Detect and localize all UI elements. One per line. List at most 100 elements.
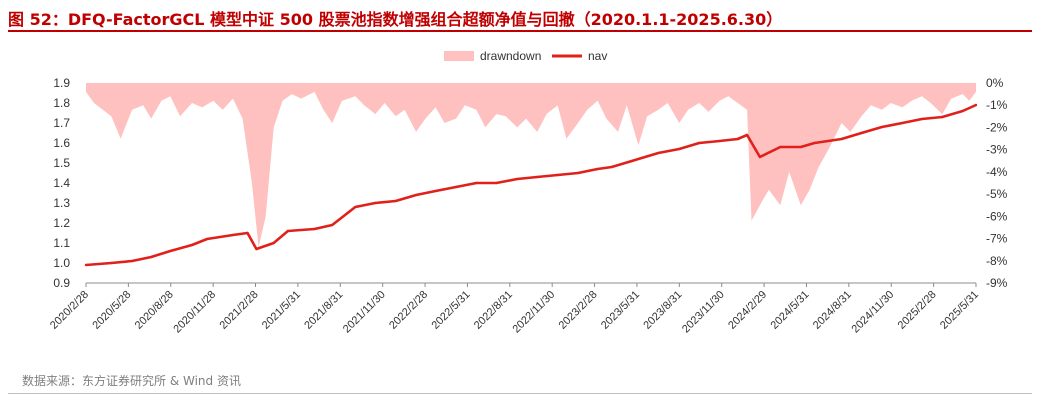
nav-line [86,105,976,265]
y-right-tick-label: -4% [986,165,1008,179]
y-right-tick-label: -8% [986,254,1008,268]
nav-point [737,138,739,140]
nav-point [131,260,133,262]
x-tick-label: 2022/2/28 [387,289,430,332]
nav-point [759,156,761,158]
y-left-tick-label: 0.9 [53,276,70,290]
y-right-tick-label: 0% [986,76,1004,90]
nav-point [191,244,193,246]
x-tick-label: 2023/2/28 [557,289,600,332]
x-tick-label: 2024/11/30 [850,289,897,336]
y-right-tick-label: -1% [986,98,1008,112]
nav-point [962,110,964,112]
y-left-tick-label: 1.4 [53,176,70,190]
nav-point [150,256,152,258]
x-tick-label: 2023/5/31 [599,289,642,332]
nav-point [354,206,356,208]
nav-point [678,148,680,150]
nav-point [800,146,802,148]
legend-label-drawndown: drawndown [480,49,541,63]
x-tick-label: 2021/8/31 [302,289,345,332]
nav-point [577,172,579,174]
x-tick-label: 2021/11/30 [341,289,388,336]
nav-point [169,250,171,252]
x-tick-label: 2020/5/28 [90,289,133,332]
legend-label-nav: nav [588,49,607,63]
y-left-tick-label: 1.7 [53,116,70,130]
bottom-rule [8,393,1032,394]
nav-point [475,182,477,184]
y-right-tick-label: -7% [986,232,1008,246]
x-tick-label: 2020/11/28 [171,289,218,336]
x-tick-label: 2022/5/31 [429,289,472,332]
plot-area: 0.9 1.0 1.1 1.2 1.3 1.4 1.5 1.6 1.7 1.8 1.9 0% -1% -2… [48,76,1008,335]
y-left-tick-label: 1.0 [53,256,70,270]
y-left-tick-label: 1.5 [53,156,70,170]
nav-point [536,176,538,178]
legend-swatch-drawndown [444,51,474,61]
nav-point [313,228,315,230]
x-tick-label: 2025/2/28 [896,289,939,332]
nav-point [779,146,781,148]
nav-point [860,132,862,134]
nav-point [516,178,518,180]
x-tick-label: 2020/2/28 [48,289,91,332]
nav-point [596,168,598,170]
nav-point [415,194,417,196]
nav-point [698,142,700,144]
x-tick-label: 2025/5/31 [938,289,981,332]
y-right-tick-label: -5% [986,187,1008,201]
nav-point [657,152,659,154]
x-tick-label: 2024/8/31 [811,289,854,332]
x-tick-label: 2022/8/31 [472,289,515,332]
nav-point [718,140,720,142]
y-left-tick-label: 1.6 [53,136,70,150]
source-note: 数据来源：东方证券研究所 & Wind 资讯 [22,372,241,389]
x-tick-label: 2023/8/31 [641,289,684,332]
nav-point [611,166,613,168]
nav-point [85,264,87,266]
nav-point [110,262,112,264]
nav-point [495,182,497,184]
y-left-tick-label: 1.3 [53,196,70,210]
nav-point [975,104,977,106]
nav-point [374,202,376,204]
y-left-tick-label: 1.9 [53,76,70,90]
y-right-tick-label: -2% [986,120,1008,134]
figure-title: 图 52：DFQ-FactorGCL 模型中证 500 股票池指数增强组合超额净… [8,6,782,30]
x-tick-label: 2022/11/30 [510,289,557,336]
x-tick-label: 2021/5/31 [260,289,303,332]
nav-point [331,224,333,226]
title-rule [8,30,1032,32]
nav-point [246,232,248,234]
nav-point [395,200,397,202]
nav-point [232,234,234,236]
chart: drawndown nav 0.9 1.0 1.1 1.2 1.3 1.4 1.5 1.6 1.7… [0,34,1040,364]
y-left-tick-label: 1.2 [53,216,70,230]
nav-point [813,142,815,144]
y-right-tick-label: -6% [986,209,1008,223]
nav-point [881,126,883,128]
y-left-tick-label: 1.1 [53,236,70,250]
x-tick-label: 2024/2/29 [726,289,769,332]
nav-point [746,134,748,136]
nav-point [255,248,257,250]
legend: drawndown nav [444,49,607,63]
nav-point [901,122,903,124]
y-right-tick-label: -9% [986,276,1008,290]
nav-point [287,230,289,232]
nav-point [840,138,842,140]
nav-point [455,186,457,188]
x-tick-label: 2020/8/28 [133,289,176,332]
nav-point [434,190,436,192]
nav-point [637,158,639,160]
y-left-tick-label: 1.8 [53,96,70,110]
nav-point [921,118,923,120]
nav-point [273,242,275,244]
x-tick-label: 2024/5/31 [769,289,812,332]
nav-point [206,238,208,240]
x-tick-label: 2021/2/28 [218,289,261,332]
nav-point [941,116,943,118]
nav-point [556,174,558,176]
drawdown-area [86,83,976,247]
